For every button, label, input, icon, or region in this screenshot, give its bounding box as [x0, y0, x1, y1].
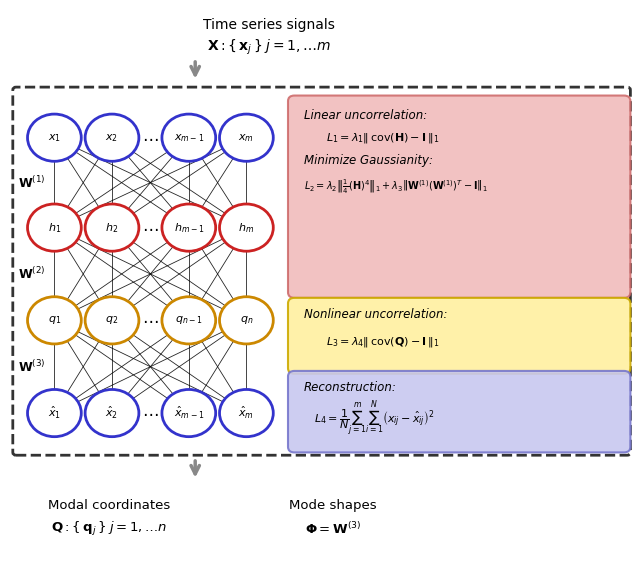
- Text: $\cdots$: $\cdots$: [142, 311, 159, 329]
- Text: $h_1$: $h_1$: [48, 221, 61, 234]
- Circle shape: [162, 204, 216, 251]
- Text: $L_4=\dfrac{1}{N}\sum_{j=1}^{m}\sum_{i=1}^{N}\left(x_{ij}-\hat{x}_{ij}\right)^2$: $L_4=\dfrac{1}{N}\sum_{j=1}^{m}\sum_{i=1…: [314, 399, 435, 438]
- Text: $\cdots$: $\cdots$: [142, 219, 159, 237]
- FancyBboxPatch shape: [13, 87, 630, 455]
- Text: Mode shapes: Mode shapes: [289, 499, 376, 513]
- Circle shape: [28, 114, 81, 161]
- Text: $\mathbf{W}^{(1)}$: $\mathbf{W}^{(1)}$: [18, 175, 45, 191]
- Circle shape: [162, 114, 216, 161]
- Circle shape: [85, 297, 139, 344]
- Text: $L_2=\lambda_2\left\|\frac{1}{4}(\mathbf{H})^4\right\|_1+\lambda_3\left\|\mathbf: $L_2=\lambda_2\left\|\frac{1}{4}(\mathbf…: [304, 178, 488, 196]
- Circle shape: [85, 204, 139, 251]
- Text: $\hat{x}_{m-1}$: $\hat{x}_{m-1}$: [173, 405, 204, 421]
- Text: $\cdots$: $\cdots$: [142, 129, 159, 147]
- Text: Reconstruction:: Reconstruction:: [304, 381, 397, 395]
- Text: $x_{m-1}$: $x_{m-1}$: [173, 132, 204, 143]
- Circle shape: [28, 389, 81, 437]
- Text: Minimize Gaussianity:: Minimize Gaussianity:: [304, 153, 433, 167]
- Circle shape: [162, 297, 216, 344]
- Circle shape: [220, 297, 273, 344]
- Text: $h_{m-1}$: $h_{m-1}$: [173, 221, 204, 234]
- Text: $\mathbf{Q}:\left\{\,\mathbf{q}_j\,\right\}\;j=1,\ldots n$: $\mathbf{Q}:\left\{\,\mathbf{q}_j\,\righ…: [51, 520, 167, 538]
- Text: Time series signals: Time series signals: [203, 19, 335, 32]
- Text: Linear uncorrelation:: Linear uncorrelation:: [304, 108, 428, 122]
- Text: $q_n$: $q_n$: [239, 314, 253, 327]
- FancyBboxPatch shape: [288, 298, 630, 374]
- Circle shape: [162, 389, 216, 437]
- Text: $h_m$: $h_m$: [238, 221, 255, 234]
- Text: $L_3=\lambda_4\|\,\mathrm{cov}(\mathbf{Q})-\mathbf{I}\,\|_1$: $L_3=\lambda_4\|\,\mathrm{cov}(\mathbf{Q…: [326, 335, 440, 348]
- Text: $x_2$: $x_2$: [106, 132, 118, 143]
- Text: $h_2$: $h_2$: [106, 221, 118, 234]
- Circle shape: [220, 389, 273, 437]
- Text: $\hat{x}_2$: $\hat{x}_2$: [106, 405, 118, 421]
- Text: $x_1$: $x_1$: [48, 132, 61, 143]
- Circle shape: [28, 204, 81, 251]
- Text: $L_1=\lambda_1\|\,\mathrm{cov}(\mathbf{H})-\mathbf{I}\,\|_1$: $L_1=\lambda_1\|\,\mathrm{cov}(\mathbf{H…: [326, 131, 440, 144]
- Text: $\cdots$: $\cdots$: [142, 404, 159, 422]
- Text: $\hat{x}_1$: $\hat{x}_1$: [48, 405, 61, 421]
- Text: $q_2$: $q_2$: [106, 314, 118, 327]
- FancyBboxPatch shape: [288, 96, 630, 298]
- Text: $\mathbf{\Phi}=\mathbf{W}^{(3)}$: $\mathbf{\Phi}=\mathbf{W}^{(3)}$: [305, 522, 361, 537]
- Text: $\mathbf{X}:\left\{\,\mathbf{x}_j\,\right\}\;j=1,\ldots m$: $\mathbf{X}:\left\{\,\mathbf{x}_j\,\righ…: [207, 38, 331, 57]
- Circle shape: [28, 297, 81, 344]
- Text: $q_{n-1}$: $q_{n-1}$: [175, 314, 203, 327]
- Circle shape: [85, 114, 139, 161]
- Text: $x_m$: $x_m$: [239, 132, 254, 143]
- Circle shape: [85, 389, 139, 437]
- Text: $\mathbf{W}^{(2)}$: $\mathbf{W}^{(2)}$: [18, 266, 45, 282]
- Circle shape: [220, 114, 273, 161]
- Text: $q_1$: $q_1$: [48, 314, 61, 327]
- Text: Nonlinear uncorrelation:: Nonlinear uncorrelation:: [304, 308, 447, 321]
- FancyBboxPatch shape: [288, 371, 630, 452]
- Text: $\mathbf{W}^{(3)}$: $\mathbf{W}^{(3)}$: [18, 359, 45, 375]
- Text: Modal coordinates: Modal coordinates: [47, 499, 170, 513]
- Text: $\hat{x}_m$: $\hat{x}_m$: [239, 405, 254, 421]
- Circle shape: [220, 204, 273, 251]
